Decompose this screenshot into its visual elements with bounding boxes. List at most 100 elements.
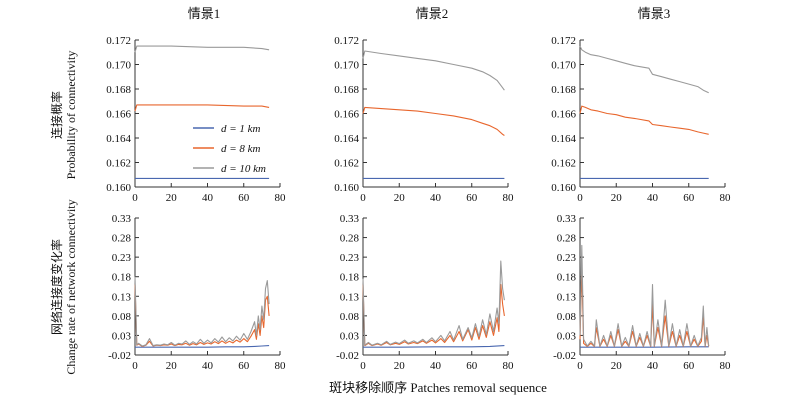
panel-top-2: 0.160 0.162 0.164 0.166 0.168 0.170 0.172 0 20 40… [334, 35, 514, 204]
x-tick-label: 60 [683, 360, 695, 372]
y-tick-label: 0.08 [557, 311, 577, 323]
y-tick-label: 0.166 [106, 109, 131, 121]
x-tick-label: 40 [430, 360, 442, 372]
x-tick-label: 20 [394, 192, 406, 204]
x-tick-label: 80 [503, 360, 515, 372]
series-line-d-1-km [135, 345, 270, 348]
x-tick-label: 20 [394, 360, 406, 372]
y-tick-label: 0.13 [557, 291, 577, 303]
panel-title-2: 情景2 [416, 6, 449, 21]
x-tick-label: 40 [430, 192, 442, 204]
panel-title-3: 情景3 [638, 6, 671, 21]
y-tick-label: 0.172 [334, 35, 359, 47]
x-tick-label: 60 [238, 192, 250, 204]
y-tick-label: 0.28 [112, 233, 132, 245]
series-line-d-8-km [134, 104, 270, 112]
panels-layer: 0.160 0.162 0.164 0.166 0.168 0.170 0.172 0 20 40… [106, 35, 731, 372]
y-tick-label: 0.23 [340, 252, 360, 264]
y-tick-label: 0.162 [106, 158, 131, 170]
y-tick-label: 0.160 [106, 182, 131, 194]
panel-title-1: 情景1 [188, 6, 221, 21]
panel-bottom-2: -0.02 0.03 0.08 0.13 0.18 0.23 0.28 0.33 0 20 40 60… [336, 213, 514, 372]
x-tick-label: 0 [132, 192, 138, 204]
x-tick-label: 60 [238, 360, 250, 372]
panel-top-1: 0.160 0.162 0.164 0.166 0.168 0.170 0.172 0 20 40… [106, 35, 286, 204]
x-tick-label: 0 [577, 360, 583, 372]
x-tick-label: 80 [275, 360, 287, 372]
y-tick-label: -0.02 [553, 350, 576, 362]
y-tick-label: 0.160 [551, 182, 576, 194]
x-tick-label: 0 [577, 192, 583, 204]
y-tick-label: 0.18 [340, 272, 360, 284]
ylabel-bottom: 网络连接度变化率 Change rate of network connecti… [49, 199, 78, 374]
x-tick-label: 40 [647, 360, 659, 372]
x-tick-label: 60 [466, 192, 478, 204]
x-tick-label: 0 [360, 192, 366, 204]
y-tick-label: 0.18 [557, 272, 577, 284]
series-line-d-10-km [134, 45, 270, 53]
y-tick-label: 0.03 [340, 330, 360, 342]
series-line-d-10-km [579, 45, 709, 94]
x-tick-label: 80 [275, 192, 287, 204]
ylabel-top-cn: 连接概率 [49, 91, 64, 139]
y-tick-label: 0.33 [112, 213, 132, 225]
series-line-d-10-km [362, 260, 505, 346]
y-tick-label: 0.170 [551, 60, 576, 72]
y-tick-label: 0.160 [334, 182, 359, 194]
y-tick-label: -0.02 [108, 350, 131, 362]
y-tick-label: 0.164 [551, 133, 576, 145]
x-tick-label: 80 [720, 192, 732, 204]
y-tick-label: 0.08 [340, 311, 360, 323]
y-tick-label: 0.162 [551, 158, 576, 170]
ylabel-bottom-en: Change rate of network connectivity [64, 199, 78, 374]
series-line-d-8-km [579, 268, 710, 347]
series-line-d-10-km [134, 276, 270, 347]
legend: d = 1 km d = 8 km d = 10 km [193, 123, 266, 175]
legend-label-10km: d = 10 km [221, 163, 266, 175]
y-tick-label: 0.170 [334, 60, 359, 72]
series-line-d-10-km [579, 244, 710, 347]
y-tick-label: 0.168 [551, 84, 576, 96]
legend-label-1km: d = 1 km [221, 123, 261, 135]
series-line-d-8-km [579, 105, 709, 135]
x-tick-label: 20 [611, 192, 623, 204]
y-tick-label: 0.162 [334, 158, 359, 170]
x-tick-label: 40 [202, 192, 214, 204]
x-tick-label: 20 [611, 360, 623, 372]
y-tick-label: 0.168 [106, 84, 131, 96]
legend-label-8km: d = 8 km [221, 143, 261, 155]
y-tick-label: 0.164 [106, 133, 131, 145]
x-tick-label: 60 [466, 360, 478, 372]
y-tick-label: 0.03 [112, 330, 132, 342]
x-tick-label: 20 [166, 360, 178, 372]
y-tick-label: 0.23 [112, 252, 132, 264]
x-tick-label: 80 [503, 192, 515, 204]
ylabel-top: 连接概率 Probability of connectivity [49, 51, 78, 180]
panel-top-3: 0.160 0.162 0.164 0.166 0.168 0.170 0.172 0 20 40… [551, 35, 731, 204]
x-tick-label: 0 [360, 360, 366, 372]
y-tick-label: 0.13 [112, 291, 132, 303]
y-tick-label: 0.03 [557, 330, 577, 342]
x-axis-label: 斑块移除顺序 Patches removal sequence [329, 380, 547, 395]
x-tick-label: 0 [132, 360, 138, 372]
x-tick-label: 60 [683, 192, 695, 204]
y-tick-label: 0.168 [334, 84, 359, 96]
panel-bottom-3: -0.02 0.03 0.08 0.13 0.18 0.23 0.28 0.33 0 20 40 60… [553, 213, 731, 372]
y-tick-label: 0.172 [551, 35, 576, 47]
y-tick-label: -0.02 [336, 350, 359, 362]
y-tick-label: 0.18 [112, 272, 132, 284]
x-tick-label: 20 [166, 192, 178, 204]
y-tick-label: 0.23 [557, 252, 577, 264]
y-tick-label: 0.172 [106, 35, 131, 47]
x-tick-label: 40 [647, 192, 659, 204]
y-tick-label: 0.170 [106, 60, 131, 72]
y-tick-label: 0.164 [334, 133, 359, 145]
series-line-d-1-km [363, 345, 505, 348]
y-tick-label: 0.33 [557, 213, 577, 225]
x-tick-label: 40 [202, 360, 214, 372]
y-tick-label: 0.28 [340, 233, 360, 245]
y-tick-label: 0.08 [112, 311, 132, 323]
y-tick-label: 0.28 [557, 233, 577, 245]
y-tick-label: 0.166 [551, 109, 576, 121]
